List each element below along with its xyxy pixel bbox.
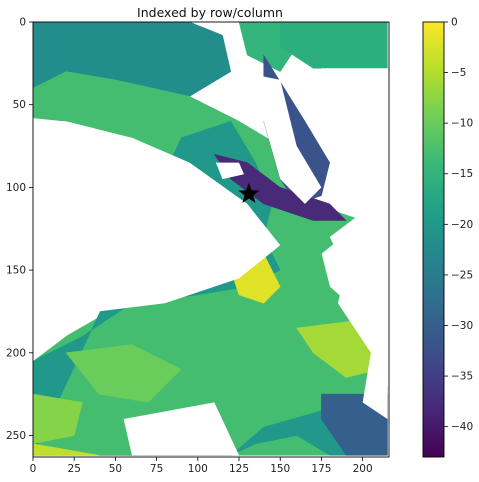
marker-layer — [238, 183, 260, 203]
star-marker-icon — [238, 183, 260, 203]
land-mask-0 — [33, 121, 281, 362]
heatmap-region-9 — [65, 344, 182, 403]
colorbar-tick-label-8: −40 — [451, 421, 473, 433]
x-tick-label-0: 0 — [30, 463, 37, 475]
colorbar-tick-label-3: −15 — [451, 168, 473, 180]
colorbar-ticks: 0 −5 −10 −15 −20 −25 −30 −35 −40 — [444, 17, 473, 433]
land-mask-1 — [239, 71, 322, 204]
x-tick-label-3: 75 — [150, 463, 163, 475]
heatmap-region-4 — [33, 120, 388, 456]
plot-frame — [32, 21, 390, 458]
y-tick-label-1: 50 — [13, 99, 26, 111]
colorbar-tick-label-4: −20 — [451, 219, 473, 231]
heatmap-region-12 — [33, 443, 99, 456]
land-mask-regions — [33, 68, 388, 456]
heatmap-region-6 — [213, 153, 347, 221]
colorbar-tick-label-6: −30 — [451, 320, 473, 332]
x-axis-ticks: 0 25 50 75 100 125 150 175 200 — [30, 457, 373, 475]
heatmap-region-10 — [33, 393, 83, 445]
x-tick-label-8: 200 — [353, 463, 373, 475]
y-axis-ticks: 0 50 100 150 200 250 — [6, 17, 33, 442]
x-tick-label-4: 100 — [188, 463, 208, 475]
colorbar-tick-label-5: −25 — [451, 269, 473, 281]
colorbar: 0 −5 −10 −15 −20 −25 −30 −35 −40 — [422, 17, 473, 458]
y-tick-label-2: 100 — [6, 182, 26, 194]
x-tick-label-7: 175 — [311, 463, 331, 475]
chart-title: Indexed by row/column — [137, 5, 283, 20]
land-mask-3 — [215, 162, 244, 180]
land-mask-4 — [123, 402, 239, 456]
colorbar-tick-label-1: −5 — [451, 67, 466, 79]
x-tick-label-5: 125 — [229, 463, 249, 475]
colorbar-tick-label-7: −35 — [451, 371, 473, 383]
x-tick-label-6: 150 — [270, 463, 290, 475]
colorbar-tick-label-0: 0 — [451, 17, 458, 29]
plot-area: 0 25 50 75 100 125 150 175 200 0 50 100 150 200 250 — [6, 17, 390, 475]
x-tick-label-2: 50 — [109, 463, 122, 475]
y-tick-label-5: 250 — [6, 430, 26, 442]
land-mask-2 — [321, 68, 388, 420]
y-tick-label-0: 0 — [19, 17, 26, 29]
colorbar-tick-label-2: −10 — [451, 118, 473, 130]
y-tick-label-4: 200 — [6, 347, 26, 359]
x-tick-label-1: 25 — [68, 463, 81, 475]
y-tick-label-3: 150 — [6, 265, 26, 277]
colorbar-gradient — [422, 21, 445, 458]
